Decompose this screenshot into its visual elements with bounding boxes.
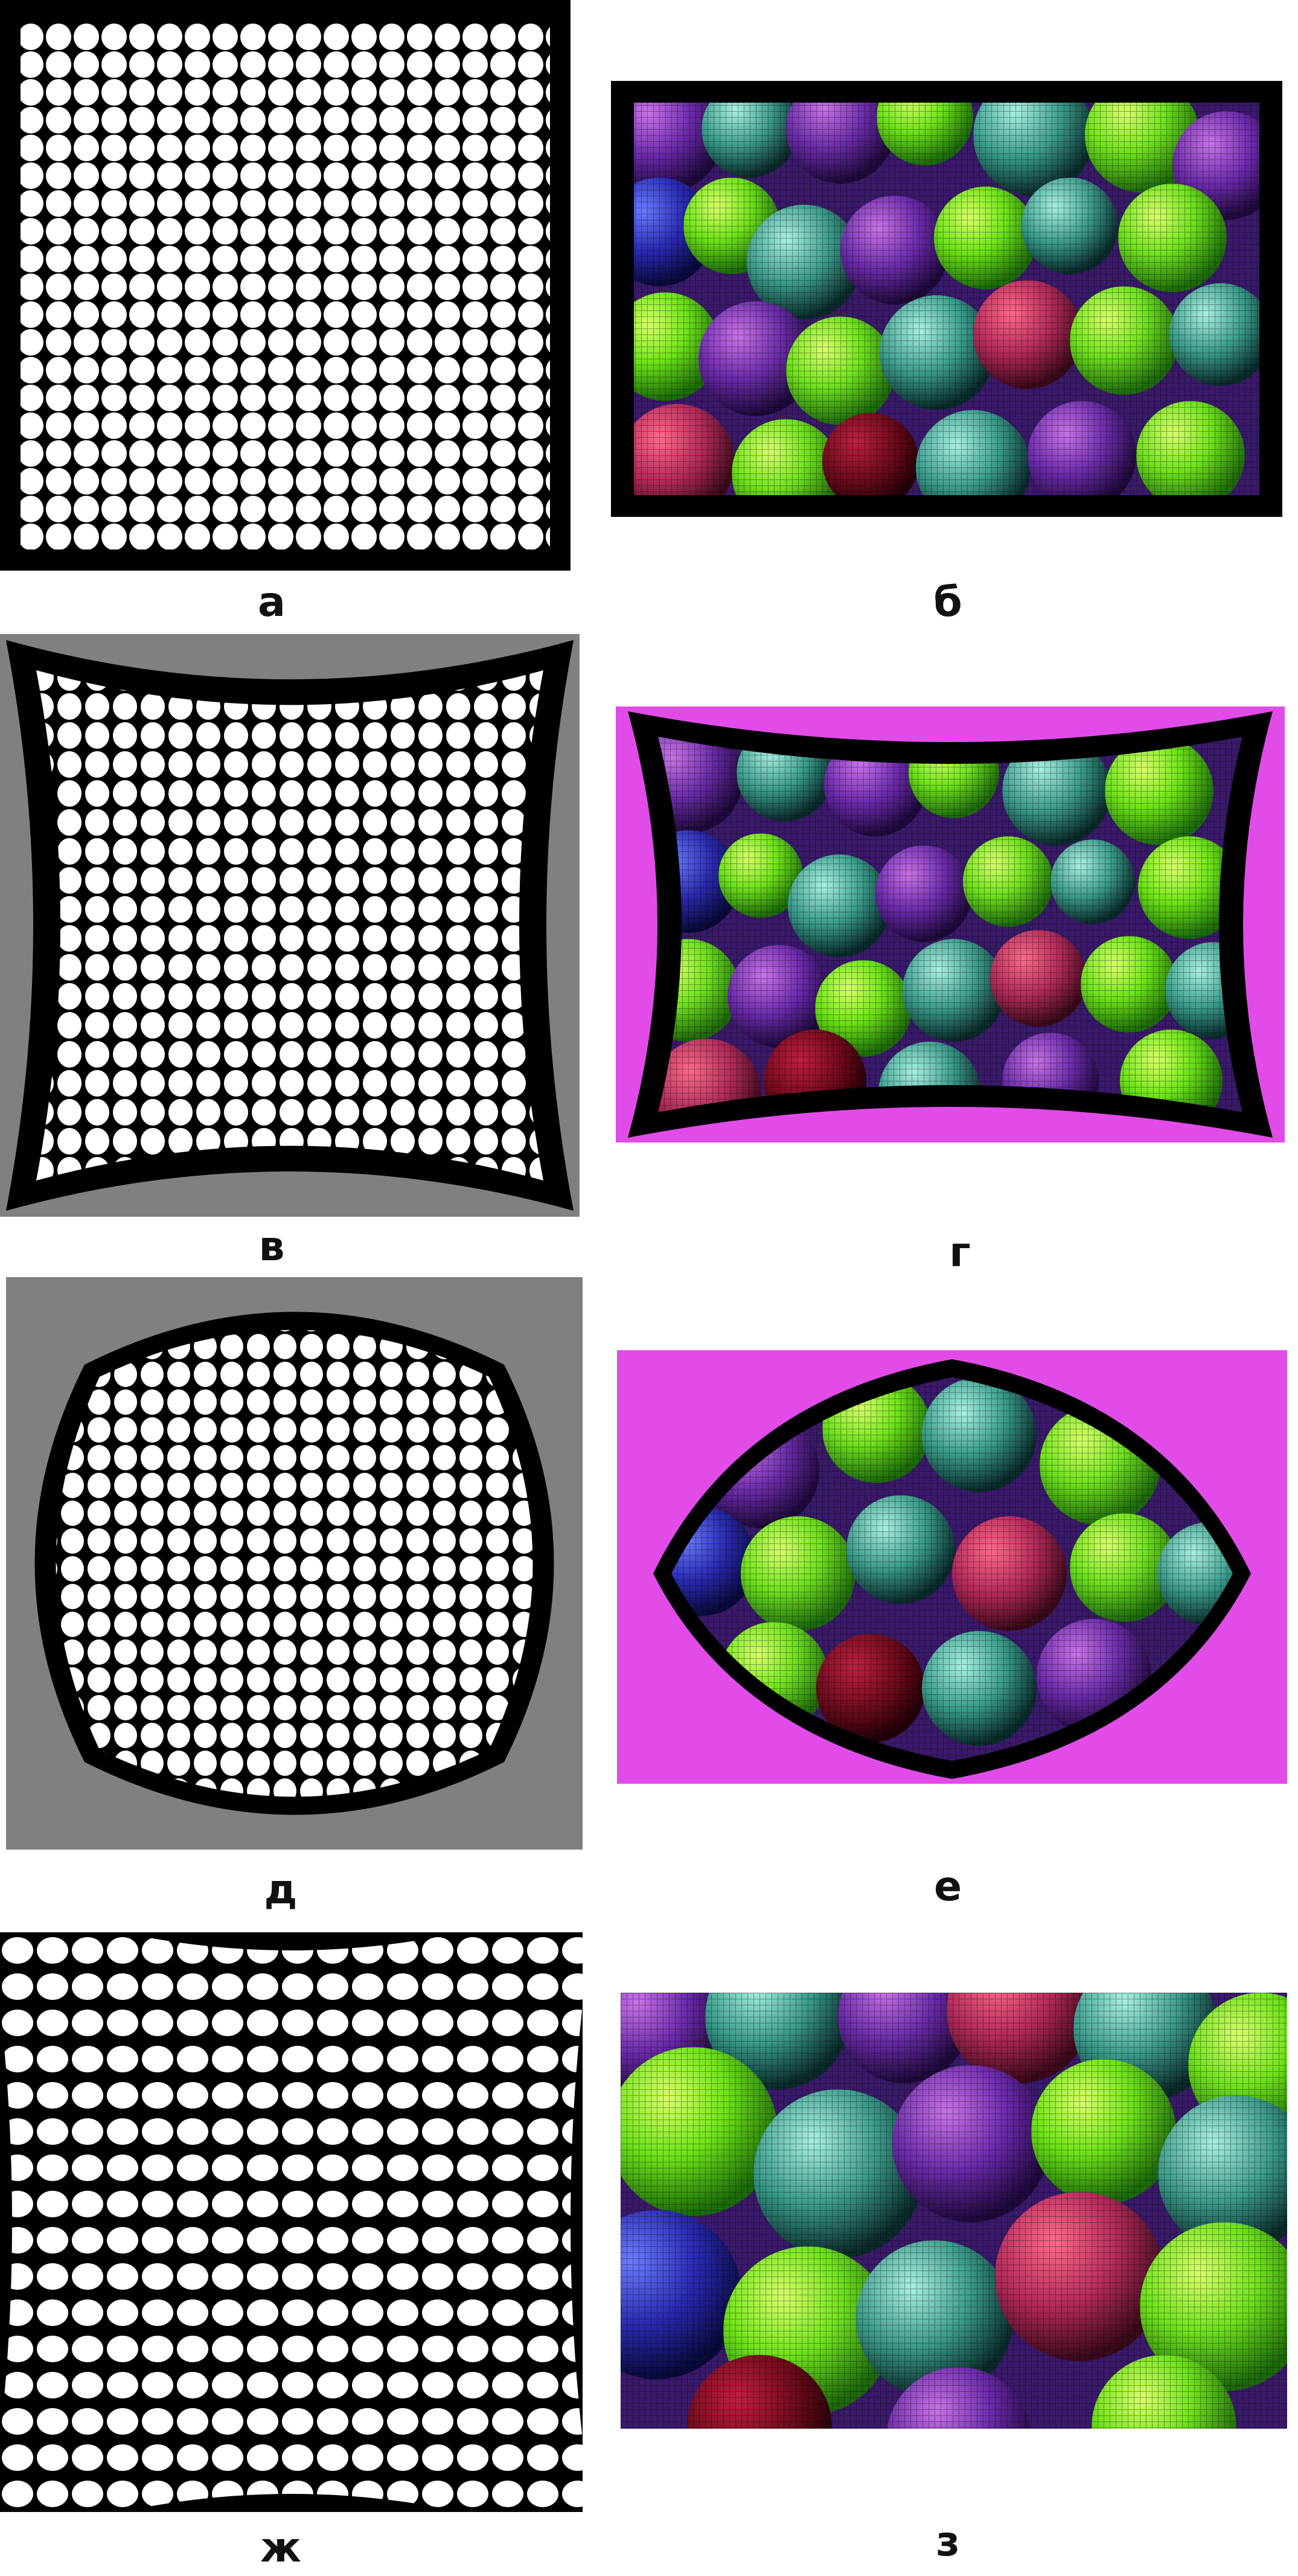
panel-a-dot-grid <box>0 0 571 571</box>
panel-a-image <box>0 0 571 571</box>
panel-z-image <box>621 1993 1287 2429</box>
label-b: б <box>933 578 962 626</box>
panel-e-balls-barrel <box>617 1350 1287 1784</box>
panel-a-dots <box>21 23 550 549</box>
label-a: а <box>258 578 286 626</box>
panel-v-dot-grid-pincushion <box>0 634 580 1217</box>
label-e: е <box>933 1863 962 1911</box>
panel-b-image <box>611 81 1282 517</box>
panel-g-image <box>616 706 1285 1142</box>
panel-e-image <box>617 1350 1287 1784</box>
panel-b-balls <box>611 81 1282 517</box>
panel-zh-dot-grid-cropped <box>0 1932 583 2512</box>
panel-b-balls-group <box>634 103 1259 495</box>
panel-v-image <box>0 634 580 1217</box>
label-zh: ж <box>260 2524 301 2572</box>
label-z: з <box>936 2518 960 2566</box>
label-d: д <box>264 1866 298 1914</box>
label-v: в <box>258 1223 285 1270</box>
panel-d-image <box>6 1277 583 1850</box>
panel-z-balls-group <box>621 1993 1287 2429</box>
panel-d-dot-grid-barrel <box>6 1277 583 1850</box>
panel-zh-image <box>0 1932 583 2512</box>
panel-z-balls-cropped <box>621 1993 1287 2429</box>
label-g: г <box>949 1229 971 1277</box>
panel-g-balls-pincushion <box>616 706 1285 1142</box>
